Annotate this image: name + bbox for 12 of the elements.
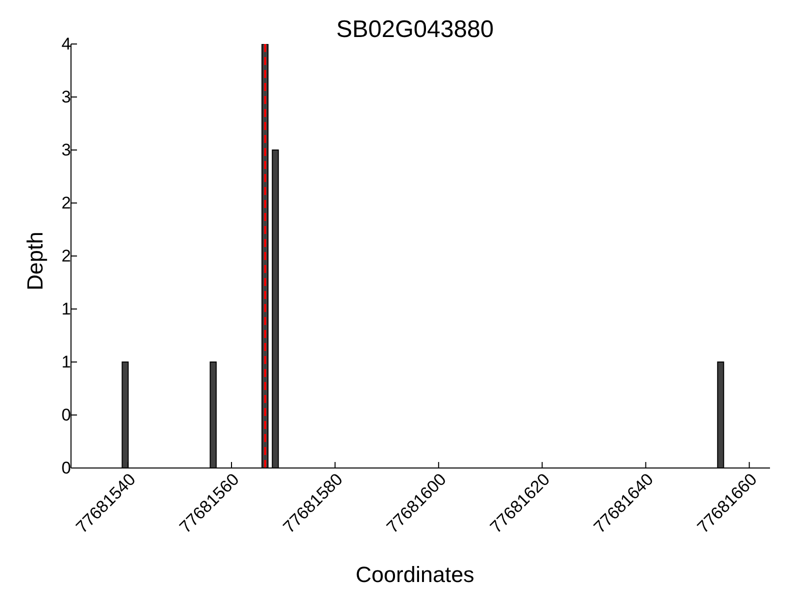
y-tick-label: 1	[62, 300, 71, 318]
y-tick-label: 4	[62, 34, 71, 54]
y-tick-label: 1	[62, 352, 71, 372]
y-tick-label: 0	[62, 406, 71, 424]
y-axis-title: Depth	[22, 232, 48, 290]
y-tick-label: 3	[62, 88, 71, 106]
y-tick-label: 0	[62, 458, 71, 478]
y-tick-label: 3	[62, 140, 71, 160]
y-tick-label: 2	[62, 194, 71, 212]
x-axis-title: Coordinates	[354, 562, 476, 588]
chart-title: SB02G043880	[336, 16, 494, 43]
y-tick-label: 2	[62, 246, 71, 266]
